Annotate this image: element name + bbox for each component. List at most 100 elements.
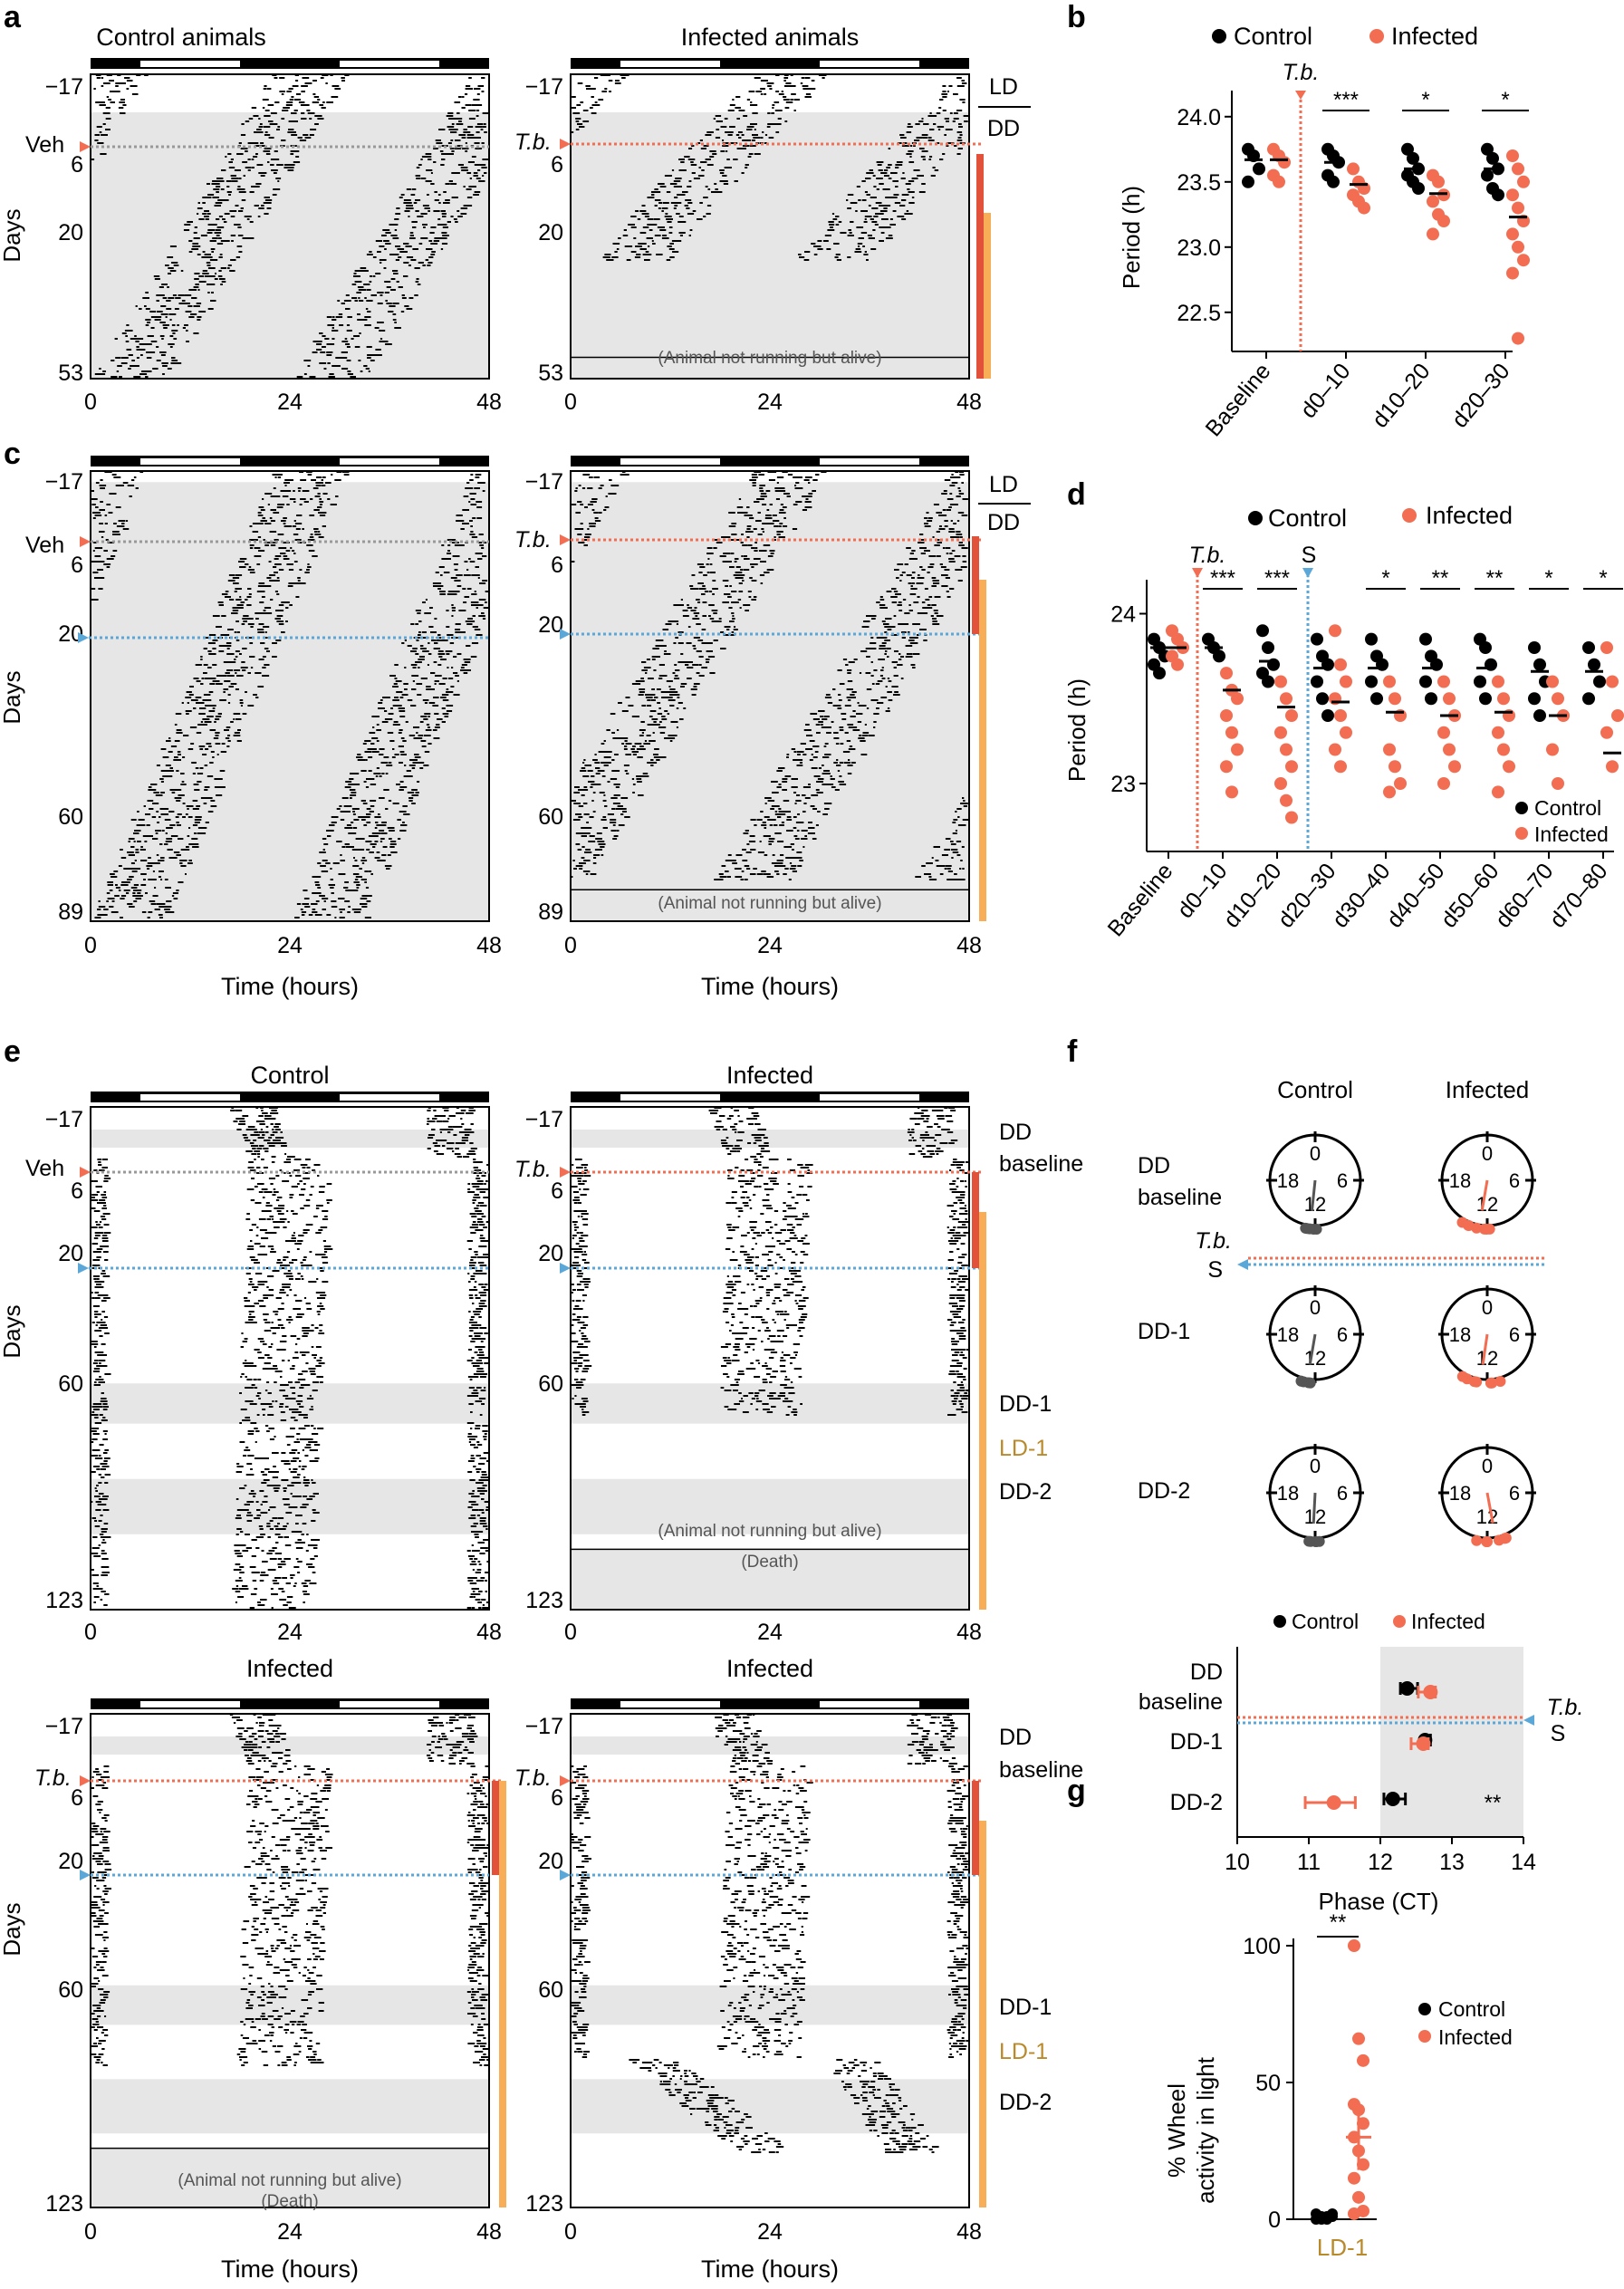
dd-label: DD	[987, 510, 1020, 535]
data-point	[1506, 227, 1519, 241]
data-point	[1606, 675, 1619, 688]
ld1-label: LD-1	[999, 1436, 1048, 1461]
f-col-infected: Infected	[1446, 1076, 1530, 1103]
data-point	[1427, 195, 1439, 208]
day-tick: −17	[525, 1107, 563, 1132]
panel-e-control-title: Control	[250, 1062, 329, 1089]
significance-label: ***	[1264, 566, 1290, 591]
data-point	[1432, 175, 1445, 188]
legend-marker-infected	[1418, 2030, 1431, 2043]
time-tick: 24	[277, 1620, 303, 1645]
day-tick: 6	[71, 1178, 83, 1204]
data-point	[1437, 215, 1450, 227]
day-tick: −17	[525, 1714, 563, 1739]
time-tick: 0	[564, 933, 577, 958]
data-point	[1492, 188, 1504, 202]
chart-f-s-label: S	[1551, 1721, 1566, 1746]
panel-c-ld-bar-infected	[571, 456, 969, 466]
time-tick: 24	[277, 2219, 303, 2245]
phase-vector	[1308, 1333, 1317, 1365]
time-tick: 0	[84, 2219, 97, 2245]
data-point	[1316, 692, 1329, 706]
data-point	[1437, 726, 1450, 739]
data-point	[1506, 266, 1519, 280]
chart-g-ylabel-1: % Wheel	[1163, 2083, 1190, 2178]
data-point	[1427, 227, 1439, 241]
data-point	[1512, 162, 1524, 176]
day-tick: 20	[58, 1241, 83, 1266]
panel-e-ld-bar-control	[91, 1092, 489, 1102]
data-point	[1242, 175, 1254, 188]
day-tick: 6	[551, 1785, 563, 1811]
data-point	[1278, 156, 1291, 169]
day-tick: 20	[538, 1241, 563, 1266]
panel-a-control-title: Control animals	[96, 24, 266, 51]
data-point	[1611, 709, 1624, 722]
clock-number: 18	[1449, 1323, 1471, 1346]
data-point	[1492, 675, 1504, 688]
data-point	[1274, 675, 1287, 688]
clock-number: 0	[1482, 1296, 1493, 1319]
chart-b: Control Infected T.b. Period (h) 24.0 23.…	[1118, 23, 1530, 441]
time-tick: 0	[84, 1620, 97, 1645]
data-point	[1492, 726, 1504, 739]
phase-vector	[1481, 1333, 1489, 1365]
data-point	[1497, 692, 1510, 706]
infection-stage-bar-late	[979, 1821, 986, 2207]
clock-number: 6	[1509, 1169, 1520, 1192]
chart-g-category: LD-1	[1317, 2234, 1368, 2261]
dd-baseline-label: baseline	[999, 1757, 1083, 1783]
data-point	[1370, 692, 1383, 706]
panel-e2-time-ticks: 0 24 48 0 24 48	[84, 2219, 982, 2245]
data-point	[1340, 726, 1352, 739]
day-tick: −17	[45, 1714, 83, 1739]
legend-marker-infected	[1402, 508, 1417, 523]
time-tick: 48	[956, 390, 982, 415]
dd-baseline-label: DD	[999, 1725, 1032, 1750]
data-point	[1533, 709, 1546, 722]
panel-e-infected-title: Infected	[726, 1655, 813, 1682]
time-tick: 24	[757, 1620, 783, 1645]
day-tick: 20	[538, 220, 563, 245]
day-tick: 60	[58, 1371, 83, 1397]
category-label: d20–30	[1447, 359, 1515, 433]
category-label: d10–20	[1368, 359, 1436, 433]
y-tick-label: 0	[1268, 2207, 1281, 2233]
day-tick: −17	[45, 74, 83, 100]
chart-f-points	[1303, 1681, 1438, 1810]
chart-d-tb-label: T.b.	[1189, 543, 1226, 568]
data-point	[1357, 2053, 1369, 2067]
dd1-label: DD-1	[999, 1391, 1052, 1417]
clock-number: 0	[1482, 1142, 1493, 1165]
data-point	[1600, 726, 1613, 739]
actogram-frame	[90, 1713, 490, 2208]
days-axis-label: Days	[0, 670, 25, 724]
time-tick: 48	[956, 1620, 982, 1645]
chart-g-points	[1311, 1939, 1371, 2225]
actogram-e1-control	[90, 1106, 490, 1611]
data-point	[1365, 675, 1378, 688]
clock-number: 6	[1509, 1482, 1520, 1505]
phase-dot	[1313, 1535, 1325, 1547]
actogram-c-control	[90, 470, 490, 922]
x-tick-label: 10	[1225, 1850, 1250, 1875]
day-tick: 60	[538, 804, 563, 830]
chart-f-significance: **	[1485, 1791, 1502, 1815]
data-point	[1383, 743, 1396, 756]
data-point	[1419, 675, 1432, 688]
chart-d-s-arrow-icon	[1302, 568, 1313, 578]
tb-arrow-icon	[80, 1775, 91, 1786]
actogram-frame	[90, 73, 490, 380]
actogram-e2-infected-left	[90, 1713, 490, 2208]
tb-label: T.b.	[34, 1765, 72, 1791]
day-tick: 20	[538, 1849, 563, 1874]
tb-arrow-icon	[560, 534, 571, 545]
legend-marker-infected	[1393, 1615, 1406, 1628]
data-point	[1533, 658, 1546, 671]
phase-dot	[1462, 1219, 1474, 1231]
chart-b-categories: Baseline d0–10 d10–20 d20–30	[1200, 351, 1515, 441]
legend-infected: Infected	[1391, 23, 1478, 50]
panel-c-day-labels: −17 6 20 60 89 −17 6 20 60 89	[45, 469, 563, 925]
actogram-frame	[90, 1106, 490, 1611]
